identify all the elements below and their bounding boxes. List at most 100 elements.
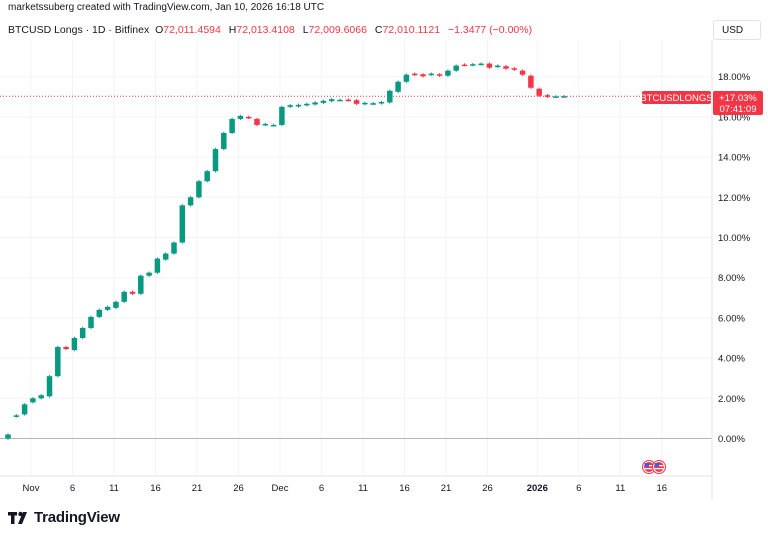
candle-body xyxy=(395,81,401,92)
candle-body xyxy=(212,149,219,172)
x-axis-ticks: Nov 6 11 16 21 26 Dec 6 11 16 21 26 2026 6 11 16 xyxy=(23,483,668,494)
candle-body xyxy=(295,104,302,107)
price-tag-value-box xyxy=(713,91,763,115)
candle-body xyxy=(13,415,20,417)
candle-body xyxy=(237,115,244,119)
candle-body xyxy=(162,253,169,260)
candle-body xyxy=(470,64,476,66)
candle-body xyxy=(279,106,285,125)
candle-body xyxy=(445,70,451,76)
candle-body xyxy=(403,74,410,82)
change-value: −1.3477 (−0.00%) xyxy=(448,24,533,36)
open-label: O xyxy=(155,24,164,36)
y-tick-label: 16.00% xyxy=(718,112,751,123)
candle-body xyxy=(96,309,103,317)
candle-body xyxy=(79,327,86,338)
tradingview-logo-icon[interactable] xyxy=(8,510,32,526)
x-tick-label: Dec xyxy=(272,483,289,494)
x-tick-label: 16 xyxy=(399,483,410,494)
candle-body xyxy=(378,102,385,104)
candle-body xyxy=(179,205,186,243)
candle-body xyxy=(503,66,509,69)
candle-body xyxy=(63,347,69,350)
candle-body xyxy=(428,73,435,76)
candle-body xyxy=(88,316,94,328)
grid-lines xyxy=(0,40,712,476)
candle-body xyxy=(337,99,343,102)
candle-body xyxy=(221,132,227,150)
y-tick-label: 14.00% xyxy=(718,153,751,164)
candle-body xyxy=(55,347,61,377)
candle-body xyxy=(561,96,567,98)
candle-body xyxy=(345,99,352,102)
candle-body xyxy=(254,118,260,125)
candle-body xyxy=(121,291,127,302)
y-tick-label: 8.00% xyxy=(718,273,745,284)
candle-body xyxy=(553,96,559,98)
candle-body xyxy=(5,434,11,439)
candle-body xyxy=(104,306,111,310)
candle-body xyxy=(353,100,360,104)
candle-body xyxy=(129,291,136,294)
x-tick-label: 2026 xyxy=(527,483,548,494)
x-tick-label: 26 xyxy=(233,483,244,494)
candle-body xyxy=(187,197,194,206)
candle-body xyxy=(320,100,327,103)
us-flag-icon[interactable] xyxy=(642,460,666,474)
y-tick-label: 6.00% xyxy=(718,313,745,324)
x-tick-label: 26 xyxy=(482,483,493,494)
candle-body xyxy=(30,398,36,403)
candle-body xyxy=(196,181,202,198)
candle-body xyxy=(46,376,53,397)
y-tick-label: 4.00% xyxy=(718,354,745,365)
currency-button[interactable]: USD xyxy=(713,20,761,40)
candles xyxy=(5,62,567,440)
candle-body xyxy=(138,275,144,294)
x-tick-label: 11 xyxy=(358,483,368,494)
x-tick-label: Nov xyxy=(23,483,40,494)
high-value: 72,013.4108 xyxy=(236,24,295,36)
candle-body xyxy=(362,102,368,105)
y-tick-label: 2.00% xyxy=(718,394,745,405)
candle-body xyxy=(461,64,468,67)
candle-body xyxy=(204,171,210,182)
tradingview-logo-text[interactable]: TradingView xyxy=(34,509,120,526)
candle-body xyxy=(38,395,44,399)
candle-body xyxy=(486,63,493,68)
candle-body xyxy=(71,338,78,351)
candle-body xyxy=(511,68,518,70)
high-label: H xyxy=(228,24,237,36)
symbol-info[interactable]: BTCUSD Longs · 1D · Bitfinex xyxy=(8,24,150,36)
candle-body xyxy=(262,123,269,126)
footer xyxy=(0,500,768,538)
candle-body xyxy=(229,118,235,133)
x-tick-label: 21 xyxy=(441,483,452,494)
chart-area[interactable]: 0.00% 2.00% 4.00% 6.00% 8.00% 10.00% 12.00% 14.… xyxy=(0,0,768,500)
candle-body xyxy=(328,99,335,102)
attribution-text: marketssuberg created with TradingView.c… xyxy=(8,2,325,13)
candle-body xyxy=(154,258,161,273)
candle-body xyxy=(478,63,484,66)
candle-body xyxy=(411,73,418,76)
candle-body xyxy=(304,103,310,106)
candle-body xyxy=(287,105,293,107)
candle-body xyxy=(370,103,376,105)
chart-background xyxy=(0,0,768,500)
candle-body xyxy=(519,70,526,75)
candle-body xyxy=(113,301,119,308)
candle-body xyxy=(146,272,152,276)
candle-body xyxy=(544,95,551,97)
x-tick-label: 11 xyxy=(109,483,119,494)
candle-body xyxy=(494,65,501,68)
x-tick-label: 6 xyxy=(70,483,75,494)
x-tick-label: 16 xyxy=(657,483,668,494)
price-tag-name: BTCUSDLONGS xyxy=(640,93,712,104)
y-tick-label: 18.00% xyxy=(718,72,751,83)
low-label: L xyxy=(302,24,309,36)
candle-body xyxy=(270,124,277,127)
x-tick-label: 11 xyxy=(615,483,625,494)
candle-body xyxy=(453,65,459,71)
x-tick-label: 16 xyxy=(150,483,161,494)
close-label: C xyxy=(374,24,383,36)
candle-body xyxy=(312,102,318,105)
